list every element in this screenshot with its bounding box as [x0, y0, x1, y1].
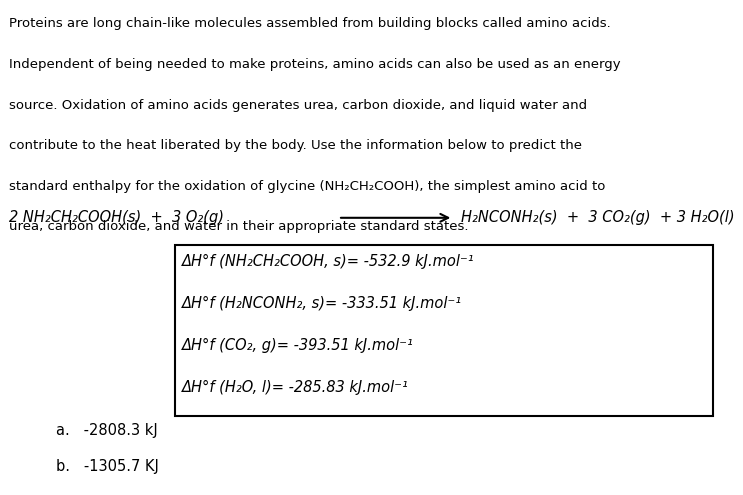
Text: ΔH°f (NH₂CH₂COOH, s)= -532.9 kJ.mol⁻¹: ΔH°f (NH₂CH₂COOH, s)= -532.9 kJ.mol⁻¹	[182, 254, 475, 269]
Text: a.   -2808.3 kJ: a. -2808.3 kJ	[56, 423, 158, 438]
Text: ΔH°f (CO₂, g)= -393.51 kJ.mol⁻¹: ΔH°f (CO₂, g)= -393.51 kJ.mol⁻¹	[182, 338, 414, 353]
Text: 2 NH₂CH₂COOH(s)  +  3 O₂(g): 2 NH₂CH₂COOH(s) + 3 O₂(g)	[9, 210, 224, 225]
Text: ΔH°f (H₂NCONH₂, s)= -333.51 kJ.mol⁻¹: ΔH°f (H₂NCONH₂, s)= -333.51 kJ.mol⁻¹	[182, 296, 462, 311]
Text: b.   -1305.7 KJ: b. -1305.7 KJ	[56, 459, 158, 474]
Text: Proteins are long chain-like molecules assembled from building blocks called ami: Proteins are long chain-like molecules a…	[9, 17, 611, 30]
Text: ΔH°f (H₂O, l)= -285.83 kJ.mol⁻¹: ΔH°f (H₂O, l)= -285.83 kJ.mol⁻¹	[182, 380, 409, 395]
Text: Independent of being needed to make proteins, amino acids can also be used as an: Independent of being needed to make prot…	[9, 58, 620, 71]
Text: H₂NCONH₂(s)  +  3 CO₂(g)  + 3 H₂O(l): H₂NCONH₂(s) + 3 CO₂(g) + 3 H₂O(l)	[461, 210, 734, 225]
Text: urea, carbon dioxide, and water in their appropriate standard states.: urea, carbon dioxide, and water in their…	[9, 220, 468, 233]
Text: standard enthalpy for the oxidation of glycine (NH₂CH₂COOH), the simplest amino : standard enthalpy for the oxidation of g…	[9, 180, 606, 193]
Text: contribute to the heat liberated by the body. Use the information below to predi: contribute to the heat liberated by the …	[9, 139, 582, 152]
FancyBboxPatch shape	[175, 245, 713, 416]
Text: source. Oxidation of amino acids generates urea, carbon dioxide, and liquid wate: source. Oxidation of amino acids generat…	[9, 99, 587, 111]
